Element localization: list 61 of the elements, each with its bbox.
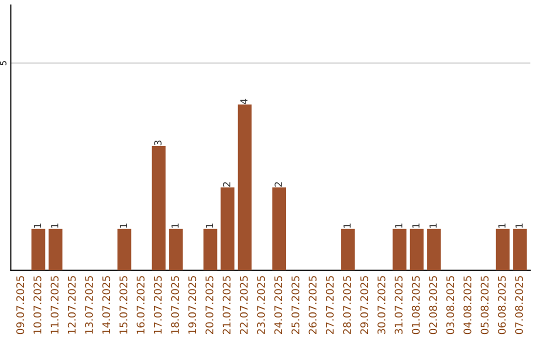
bar [410,228,424,270]
x-tick-label: 11.07.2025 [50,276,59,334]
x-tick-label: 19.07.2025 [188,276,196,334]
x-tick-label: 22.07.2025 [240,276,248,334]
bar [427,228,441,270]
x-tick-label: 29.07.2025 [360,276,368,334]
data-label: 1 [430,224,437,228]
data-label: 1 [395,224,402,228]
x-tick-label: 06.08.2025 [498,276,506,334]
bar [341,228,355,270]
x-tick-label: 14.07.2025 [102,276,110,334]
x-tick-label: 21.07.2025 [222,276,231,334]
bar [238,104,252,270]
x-tick-label: 24.07.2025 [274,276,282,334]
data-label: 1 [344,224,351,228]
data-label: 1 [516,224,523,228]
bar [392,228,406,270]
bar [220,187,234,270]
data-label: 3 [154,140,162,146]
data-label: 1 [206,224,214,228]
x-tick-label: 20.07.2025 [205,276,214,334]
x-tick-label: 25.07.2025 [291,276,300,334]
bar [513,228,527,270]
x-tick-label: 23.07.2025 [257,276,265,334]
bar [152,146,166,270]
bar [496,228,510,270]
x-tick-label: 18.07.2025 [171,276,179,334]
bar [203,228,218,270]
y-tick-label: 5 [0,61,6,66]
data-label: 2 [274,182,282,187]
x-tick-label: 26.07.2025 [308,276,317,334]
bar [31,228,46,270]
x-tick-label: 04.08.2025 [464,276,472,334]
data-label: 4 [240,98,248,104]
x-tick-label: 05.08.2025 [480,276,489,334]
bar [272,187,286,270]
data-label: 1 [498,224,506,228]
x-tick-label: 16.07.2025 [136,276,145,334]
x-tick-label: 12.07.2025 [68,276,76,334]
x-tick-label: 31.07.2025 [394,276,403,334]
x-tick-label: 28.07.2025 [343,276,351,334]
bar [48,228,62,270]
bar [117,228,132,270]
bar [169,228,183,270]
data-label: 1 [412,224,420,228]
x-tick-label: 03.08.2025 [446,276,454,334]
x-tick-label: 27.07.2025 [326,276,334,334]
data-label: 2 [223,182,230,187]
x-tick-label: 10.07.2025 [33,276,42,334]
x-tick-label: 30.07.2025 [377,276,386,334]
x-tick-label: 09.07.2025 [16,276,24,334]
x-tick-label: 01.08.2025 [412,276,420,334]
data-label: 1 [34,224,42,228]
data-label: 1 [172,224,179,228]
data-label: 1 [51,224,58,228]
x-tick-label: 17.07.2025 [154,276,162,334]
x-tick-label: 15.07.2025 [119,276,128,334]
x-tick-label: 07.08.2025 [515,276,523,334]
data-label: 1 [120,224,128,228]
x-tick-label: 13.07.2025 [85,276,93,334]
x-tick-label: 02.08.2025 [429,276,437,334]
